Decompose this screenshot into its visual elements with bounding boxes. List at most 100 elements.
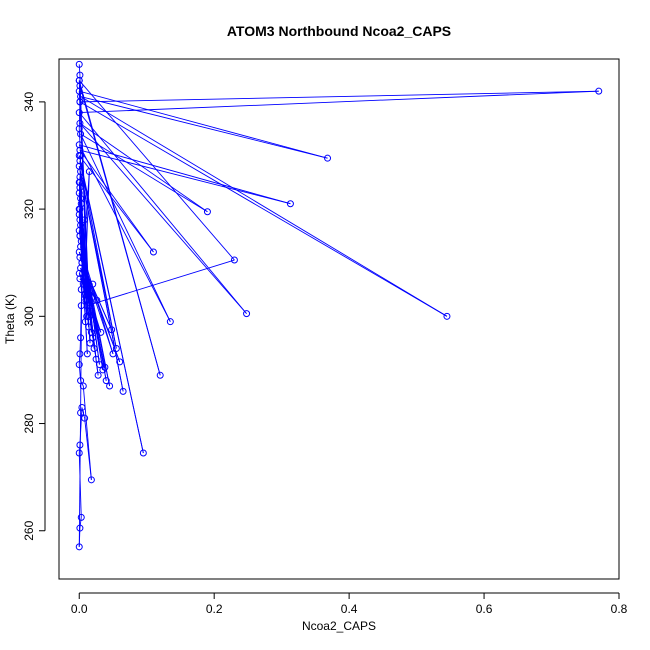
series-segment xyxy=(78,64,81,76)
data-point xyxy=(81,318,89,326)
data-point xyxy=(79,269,87,277)
series-segment xyxy=(84,219,87,301)
y-axis: 260 280 300 320 340 xyxy=(22,92,46,541)
data-point xyxy=(93,296,101,304)
data-point xyxy=(77,194,85,202)
data-point xyxy=(139,449,147,457)
data-point xyxy=(97,328,105,336)
data-point xyxy=(75,361,83,369)
series-segment xyxy=(79,90,599,103)
data-point xyxy=(87,476,95,484)
data-point xyxy=(443,312,451,320)
data-point xyxy=(89,334,97,342)
data-point xyxy=(89,280,97,288)
data-point xyxy=(85,307,93,315)
data-point xyxy=(77,409,85,417)
x-tick-label: 0.6 xyxy=(476,602,493,616)
series-segment xyxy=(80,96,448,317)
data-point xyxy=(75,449,83,457)
x-axis-label: Ncoa2_CAPS xyxy=(302,619,376,633)
data-point xyxy=(76,98,84,106)
data-point xyxy=(76,119,84,127)
data-point xyxy=(95,361,103,369)
data-point xyxy=(76,173,84,181)
data-point xyxy=(76,157,84,165)
data-point xyxy=(156,371,164,379)
data-point xyxy=(76,71,84,79)
data-point xyxy=(75,125,83,133)
x-tick-label: 0.0 xyxy=(71,602,88,616)
data-point xyxy=(101,363,109,371)
data-point xyxy=(90,344,98,352)
data-point xyxy=(77,302,85,310)
series-points xyxy=(75,60,603,551)
x-tick-label: 0.8 xyxy=(611,602,628,616)
y-tick-label: 320 xyxy=(22,199,36,219)
data-point xyxy=(75,141,83,149)
series-segment xyxy=(80,96,328,159)
data-point xyxy=(76,524,84,532)
data-point xyxy=(76,82,84,90)
data-point xyxy=(77,151,85,159)
series-segment xyxy=(78,353,81,365)
data-point xyxy=(77,334,85,342)
data-point xyxy=(119,387,127,395)
data-point xyxy=(149,248,157,256)
data-point xyxy=(75,543,83,551)
data-point xyxy=(286,200,294,208)
data-point xyxy=(77,286,85,294)
series-segment xyxy=(79,257,121,363)
data-point xyxy=(243,310,251,318)
x-axis: 0.0 0.2 0.4 0.6 0.8 xyxy=(71,592,628,616)
data-point xyxy=(77,168,85,176)
data-point xyxy=(108,326,116,334)
series-segment xyxy=(79,85,161,376)
data-point xyxy=(595,87,603,95)
x-tick-label: 0.4 xyxy=(341,602,358,616)
data-point xyxy=(85,312,93,320)
y-tick-label: 280 xyxy=(22,413,36,433)
data-point xyxy=(86,339,94,347)
series-segment xyxy=(78,273,102,333)
x-tick-label: 0.2 xyxy=(206,602,223,616)
data-point xyxy=(76,178,84,186)
chart-title: ATOM3 Northbound Ncoa2_CAPS xyxy=(227,23,451,39)
data-point xyxy=(76,275,84,283)
series-segment xyxy=(79,337,82,354)
y-tick-label: 300 xyxy=(22,306,36,326)
data-point xyxy=(75,109,83,117)
data-point xyxy=(79,382,87,390)
data-point xyxy=(94,371,102,379)
series-segment xyxy=(81,262,113,330)
data-point xyxy=(76,232,84,240)
data-point xyxy=(85,323,93,331)
series-segment xyxy=(78,80,81,102)
data-point xyxy=(78,259,86,267)
series-segment xyxy=(79,278,98,301)
series-segment xyxy=(78,412,82,547)
series-segment xyxy=(79,101,448,317)
data-point xyxy=(112,344,120,352)
series-segment xyxy=(78,80,235,261)
data-point xyxy=(81,216,89,224)
data-point xyxy=(75,60,83,68)
y-axis-label: Theta (K) xyxy=(3,294,17,344)
data-point xyxy=(230,256,238,264)
data-point xyxy=(203,208,211,216)
series-segment xyxy=(79,123,247,314)
series-segment xyxy=(80,133,171,322)
data-point xyxy=(324,154,332,162)
series-segment xyxy=(79,90,328,159)
series-segment xyxy=(79,90,599,114)
series-segment xyxy=(78,144,171,322)
y-tick-label: 340 xyxy=(22,92,36,112)
data-point xyxy=(81,414,89,422)
series-segment xyxy=(79,517,82,529)
data-point xyxy=(166,318,174,326)
series-segment xyxy=(79,160,144,454)
data-point xyxy=(75,269,83,277)
data-point xyxy=(76,350,84,358)
data-point xyxy=(75,76,83,84)
data-point xyxy=(77,513,85,521)
